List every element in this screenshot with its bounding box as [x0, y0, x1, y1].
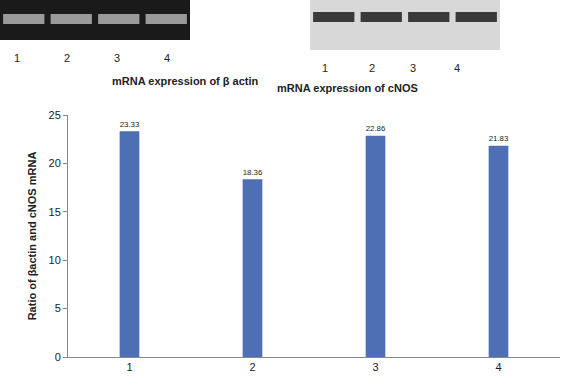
svg-text:4: 4: [495, 361, 501, 373]
svg-text:2: 2: [369, 62, 375, 74]
svg-text:1: 1: [126, 361, 132, 373]
svg-text:2: 2: [249, 361, 255, 373]
svg-text:3: 3: [372, 361, 378, 373]
svg-text:10: 10: [49, 254, 61, 266]
svg-text:5: 5: [55, 302, 61, 314]
svg-text:20: 20: [49, 157, 61, 169]
svg-text:mRNA expression of β actin: mRNA expression of β actin: [112, 75, 259, 87]
svg-text:2: 2: [64, 52, 70, 64]
svg-text:25: 25: [49, 109, 61, 121]
svg-text:18.36: 18.36: [243, 168, 263, 177]
svg-text:15: 15: [49, 206, 61, 218]
svg-text:21.83: 21.83: [489, 134, 509, 143]
svg-text:3: 3: [114, 52, 120, 64]
svg-text:1: 1: [322, 62, 328, 74]
svg-text:4: 4: [164, 52, 170, 64]
svg-text:Ratio of βactin and cNOS mRNA: Ratio of βactin and cNOS mRNA: [26, 152, 38, 321]
svg-text:4: 4: [454, 62, 460, 74]
svg-text:0: 0: [55, 351, 61, 363]
svg-text:3: 3: [410, 62, 416, 74]
svg-text:1: 1: [14, 52, 20, 64]
svg-text:mRNA expression of cNOS: mRNA expression of cNOS: [277, 82, 418, 94]
svg-text:22.86: 22.86: [366, 124, 386, 133]
svg-text:23.33: 23.33: [120, 120, 140, 129]
